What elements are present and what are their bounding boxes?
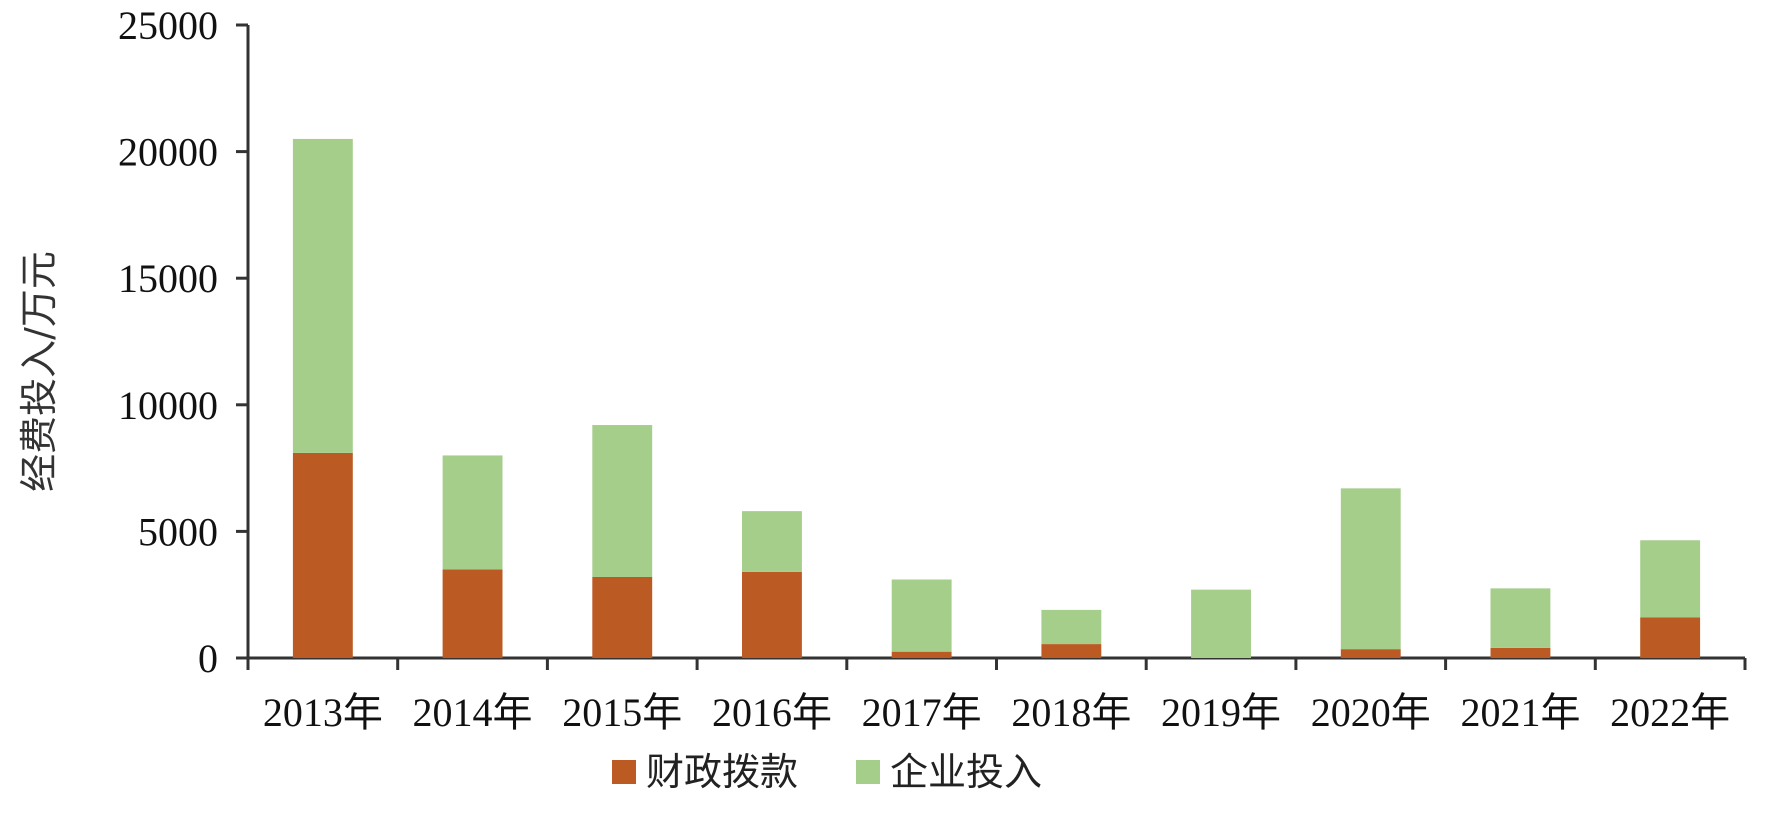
- bar-segment-series-2: [1340, 488, 1401, 650]
- x-tick-label: 2016年: [712, 690, 832, 735]
- bar-segment-series-1: [1340, 649, 1401, 658]
- bar-segment-series-2: [1640, 540, 1701, 618]
- y-tick-label: 20000: [118, 130, 218, 175]
- bar-segment-series-2: [1041, 609, 1102, 645]
- legend-swatch: [612, 760, 636, 784]
- legend-label: 企业投入: [890, 750, 1042, 794]
- y-tick-label: 15000: [118, 256, 218, 301]
- x-tick-label: 2021年: [1460, 690, 1580, 735]
- bar-segment-series-2: [442, 455, 503, 570]
- bar-segment-series-1: [1490, 647, 1551, 658]
- y-axis-ticks: 0 5000 10000 15000 20000 25000: [118, 3, 248, 681]
- x-tick-label: 2018年: [1011, 690, 1131, 735]
- legend-label: 财政拨款: [646, 750, 798, 794]
- bar-segment-series-1: [1041, 644, 1102, 658]
- bar-segment-series-2: [1191, 589, 1251, 658]
- bar-segment-series-1: [442, 569, 503, 658]
- y-tick-label: 10000: [118, 383, 218, 428]
- legend: 财政拨款 企业投入: [612, 750, 1042, 794]
- bar-segment-series-2: [292, 138, 353, 453]
- x-tick-label: 2020年: [1311, 690, 1431, 735]
- y-tick-label: 5000: [138, 509, 218, 554]
- x-tick-label: 2015年: [562, 690, 682, 735]
- bar-segment-series-2: [1490, 588, 1551, 648]
- bar-segment-series-2: [891, 579, 952, 652]
- x-axis-ticks: 2013年 2014年 2015年 2016年 2017年 2018年 2019年 2020年…: [246, 658, 1747, 735]
- x-tick-label: 2022年: [1610, 690, 1730, 735]
- x-tick-label: 2017年: [862, 690, 982, 735]
- y-tick-label: 0: [198, 636, 218, 681]
- x-tick-label: 2019年: [1161, 690, 1281, 735]
- bars-group: [292, 138, 1701, 658]
- y-axis-title: 经费投入/万元: [17, 251, 61, 492]
- legend-swatch: [856, 760, 880, 784]
- bar-segment-series-2: [742, 511, 802, 572]
- bar-segment-series-2: [592, 425, 653, 577]
- bar-segment-series-1: [742, 571, 802, 658]
- bar-segment-series-1: [292, 452, 353, 658]
- bar-segment-series-1: [592, 576, 653, 658]
- y-tick-label: 25000: [118, 3, 218, 48]
- x-tick-label: 2014年: [413, 690, 533, 735]
- x-tick-label: 2013年: [263, 690, 383, 735]
- bar-segment-series-1: [1640, 617, 1701, 658]
- bar-segment-series-1: [891, 651, 952, 658]
